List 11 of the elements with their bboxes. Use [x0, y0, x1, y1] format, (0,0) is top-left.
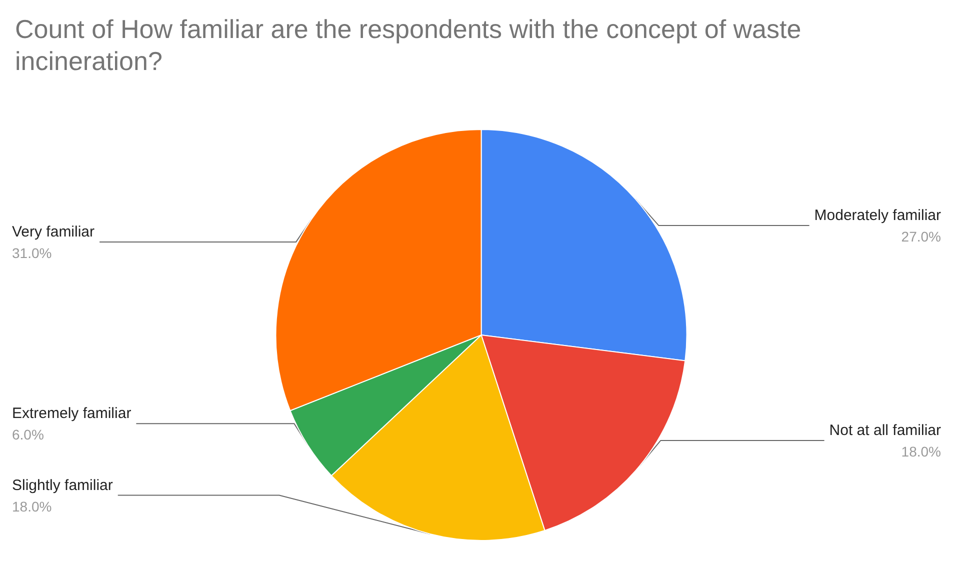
slice-label: Slightly familiar	[12, 476, 113, 494]
slice-label: Not at all familiar	[829, 422, 942, 439]
chart-title: Count of How familiar are the respondents with the concept of waste incineration?	[15, 14, 808, 76]
slice-label: Moderately familiar	[814, 207, 941, 224]
data-label: 31.0%	[12, 244, 52, 261]
data-label: 18.0%	[901, 443, 941, 460]
data-label: 27.0%	[901, 228, 941, 245]
slice-label: Very familiar	[12, 223, 95, 240]
data-label: 18.0%	[12, 498, 52, 514]
slice-label: Extremely familiar	[12, 405, 132, 422]
data-label: 6.0%	[12, 426, 44, 443]
